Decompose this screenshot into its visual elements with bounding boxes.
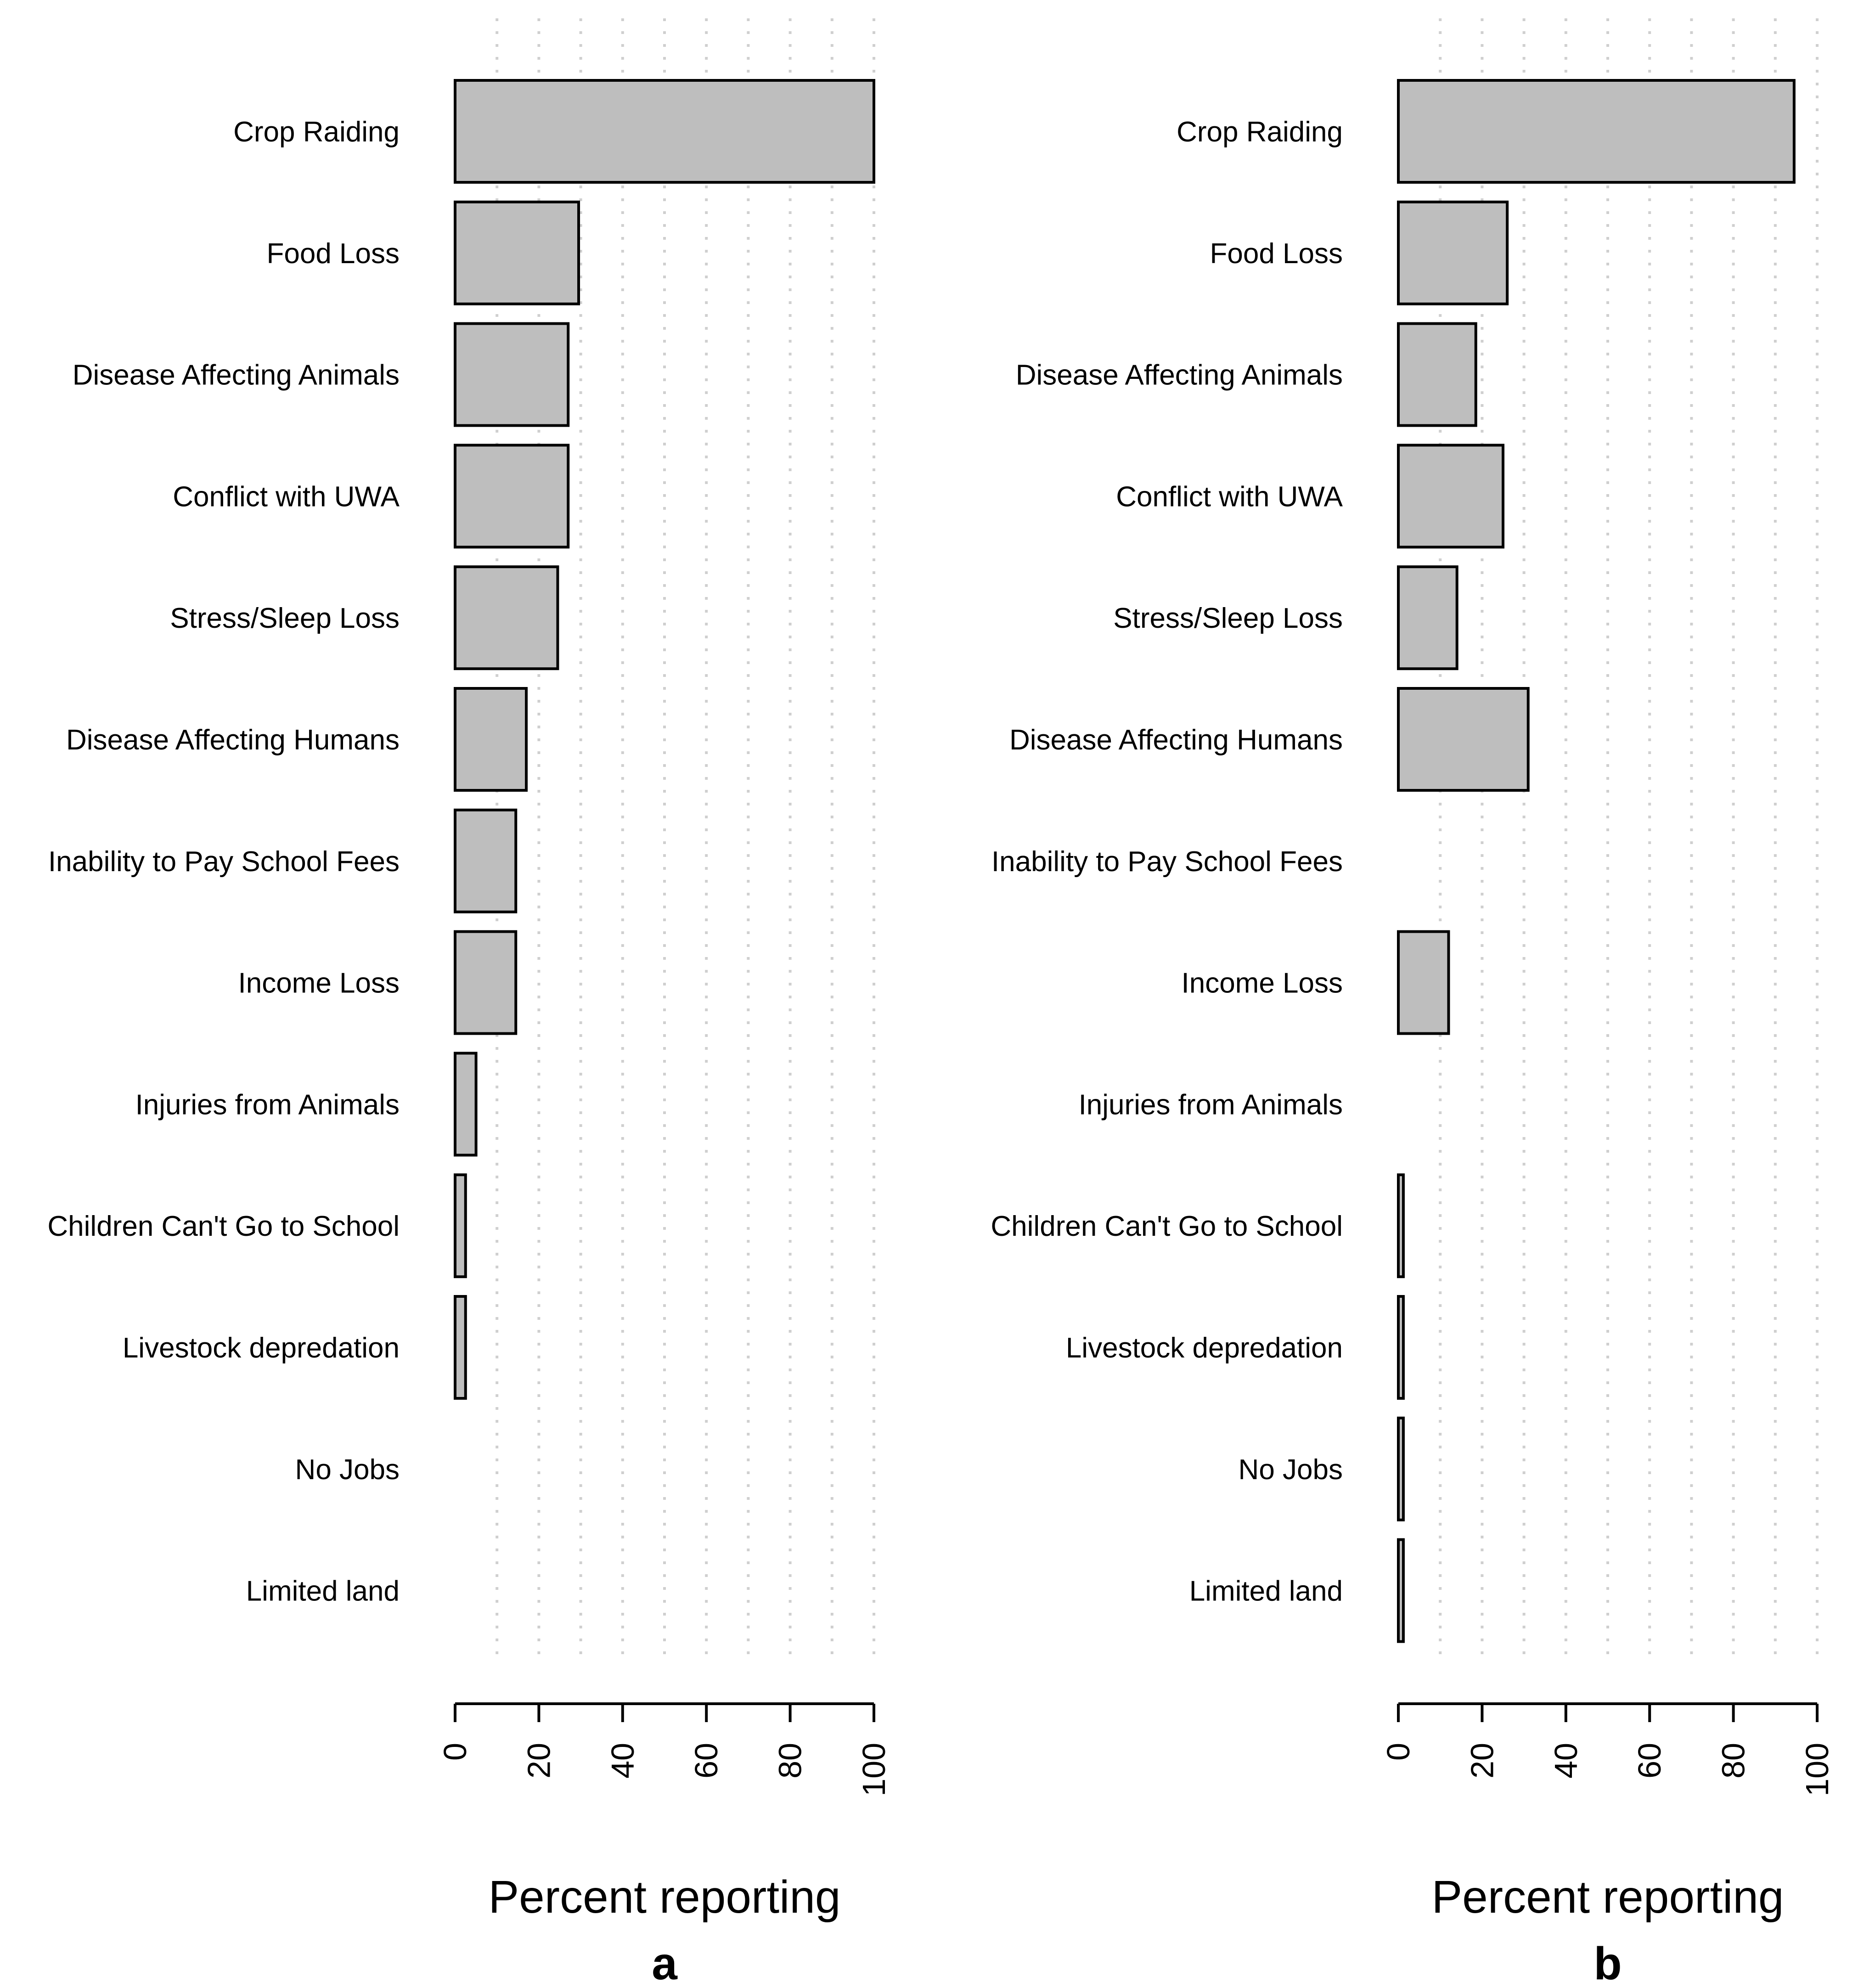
x-tick-label-a-0: 0 (437, 1743, 473, 1761)
category-label-a-3: Conflict with UWA (173, 481, 400, 512)
category-label-a-4: Stress/Sleep Loss (170, 603, 400, 634)
category-label-b-12: Limited land (1189, 1576, 1343, 1607)
x-tick-label-a-40: 40 (605, 1743, 641, 1779)
bar-b-5 (1397, 687, 1530, 792)
category-label-b-11: No Jobs (1239, 1454, 1343, 1486)
category-label-b-3: Conflict with UWA (1116, 481, 1343, 512)
x-tick-label-b-80: 80 (1716, 1743, 1751, 1779)
category-label-a-9: Children Can't Go to School (47, 1211, 400, 1242)
bar-a-5 (454, 687, 528, 792)
bar-b-4 (1397, 565, 1459, 670)
bar-b-3 (1397, 444, 1504, 549)
x-tick-label-a-100: 100 (856, 1743, 892, 1797)
x-tick-label-b-0: 0 (1380, 1743, 1416, 1761)
category-label-b-6: Inability to Pay School Fees (991, 846, 1343, 878)
bar-a-2 (454, 322, 570, 427)
x-axis-title-b: Percent reporting (1431, 1871, 1784, 1923)
bar-b-7 (1397, 930, 1450, 1035)
bar-b-1 (1397, 200, 1509, 305)
bar-a-0 (454, 79, 875, 184)
x-tick-label-b-60: 60 (1632, 1743, 1667, 1779)
category-label-a-7: Income Loss (238, 968, 400, 999)
x-tick-label-b-20: 20 (1464, 1743, 1500, 1779)
bar-b-12 (1397, 1538, 1405, 1643)
x-tick-label-a-20: 20 (521, 1743, 557, 1779)
bar-b-9 (1397, 1173, 1405, 1278)
category-label-a-8: Injuries from Animals (135, 1089, 400, 1121)
x-tick-label-b-40: 40 (1548, 1743, 1584, 1779)
panel-label-a: a (652, 1938, 678, 1988)
bar-b-10 (1397, 1295, 1405, 1400)
category-label-b-1: Food Loss (1210, 238, 1343, 270)
bar-a-9 (454, 1173, 467, 1278)
bar-a-6 (454, 808, 518, 913)
category-label-b-4: Stress/Sleep Loss (1113, 603, 1343, 634)
panel-b: Crop Raiding Food Loss Disease Affecting A… (991, 18, 1835, 1988)
x-tick-label-a-60: 60 (688, 1743, 724, 1779)
category-label-a-11: No Jobs (295, 1454, 400, 1486)
category-label-a-6: Inability to Pay School Fees (48, 846, 400, 878)
category-label-b-0: Crop Raiding (1177, 116, 1343, 148)
panel-a: Crop Raiding Food Loss Disease Affecting A… (47, 18, 892, 1988)
bar-a-3 (454, 444, 570, 549)
category-label-a-10: Livestock depredation (123, 1332, 400, 1364)
bar-a-4 (454, 565, 559, 670)
category-label-b-10: Livestock depredation (1066, 1332, 1343, 1364)
category-label-b-9: Children Can't Go to School (991, 1211, 1343, 1242)
bar-b-0 (1397, 79, 1796, 184)
x-axis-title-a: Percent reporting (488, 1871, 840, 1923)
category-label-a-1: Food Loss (266, 238, 400, 270)
category-label-b-5: Disease Affecting Humans (1009, 724, 1343, 756)
category-label-a-0: Crop Raiding (233, 116, 400, 148)
bar-a-7 (454, 930, 518, 1035)
bar-a-10 (454, 1295, 467, 1400)
category-label-a-2: Disease Affecting Animals (73, 360, 400, 391)
category-label-a-12: Limited land (246, 1576, 400, 1607)
bar-b-11 (1397, 1416, 1405, 1521)
category-label-a-5: Disease Affecting Humans (66, 724, 400, 756)
bar-b-2 (1397, 322, 1477, 427)
bar-a-1 (454, 200, 580, 305)
category-label-b-8: Injuries from Animals (1079, 1089, 1343, 1121)
category-label-b-2: Disease Affecting Animals (1016, 360, 1343, 391)
panel-label-b: b (1594, 1938, 1622, 1988)
bar-a-8 (454, 1052, 478, 1157)
category-label-b-7: Income Loss (1181, 968, 1343, 999)
x-tick-label-b-100: 100 (1799, 1743, 1835, 1797)
x-tick-label-a-80: 80 (772, 1743, 808, 1779)
